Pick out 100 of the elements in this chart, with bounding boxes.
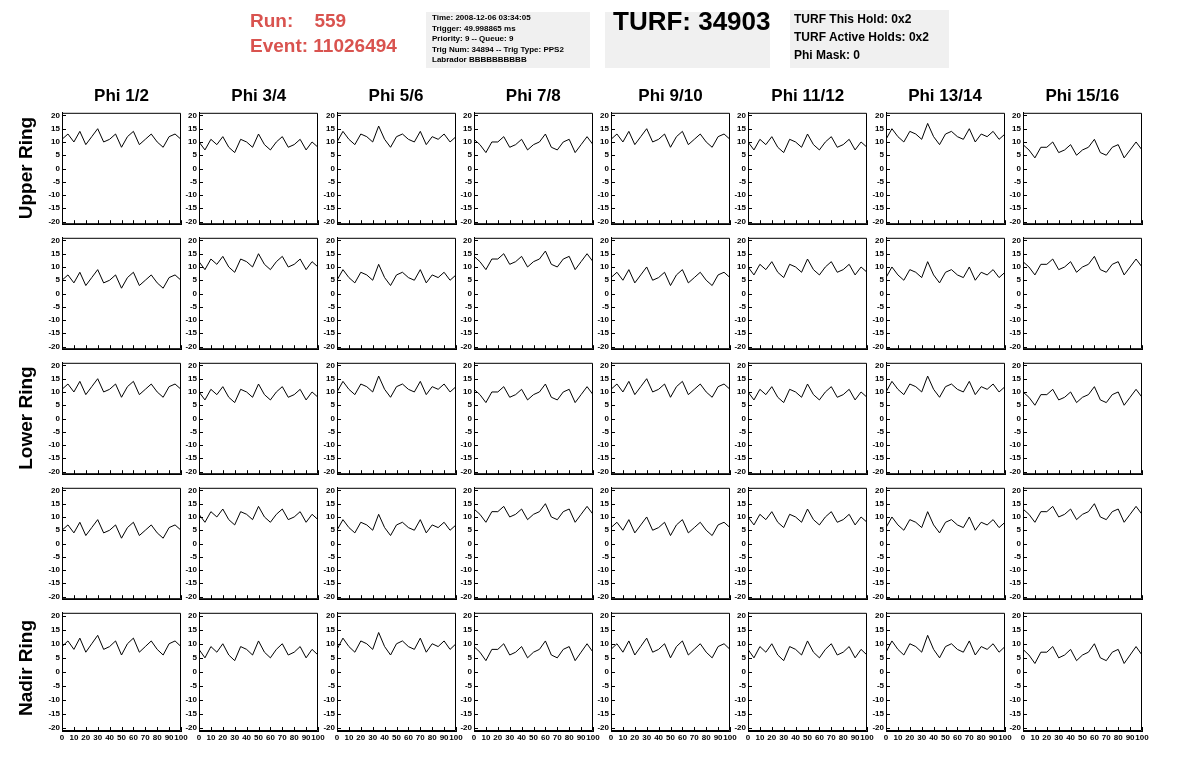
y-tick-label: -20 (871, 216, 885, 226)
y-tick-label: -15 (1009, 578, 1022, 588)
y-tick-label: 5 (1016, 400, 1022, 410)
x-tick-label: 50 (803, 733, 813, 742)
y-tick-label: 10 (188, 137, 198, 147)
y-tick-label: -20 (1009, 466, 1022, 476)
y-tick-label: 0 (467, 667, 473, 677)
y-tick-label: 15 (462, 498, 473, 508)
y-tick-label: -10 (597, 440, 610, 450)
y-tick-label: 10 (325, 638, 336, 648)
y-tick-label: -20 (871, 341, 885, 351)
y-tick-label: 0 (55, 667, 61, 677)
y-tick-label: 5 (604, 653, 610, 663)
x-tick-label: 30 (505, 733, 515, 742)
y-tick-label: 10 (874, 262, 885, 272)
y-tick-label: 5 (741, 150, 747, 160)
y-tick-label: -15 (48, 328, 61, 338)
y-tick-label: 0 (55, 413, 61, 423)
y-tick-label: 10 (1011, 512, 1022, 522)
y-tick-label: 15 (1011, 624, 1022, 634)
y-tick-label: -5 (601, 551, 610, 561)
x-tick-label: 100 (174, 733, 189, 742)
y-tick-label: -20 (1009, 216, 1022, 226)
x-tick-label: 80 (564, 733, 574, 742)
y-tick-label: 15 (325, 624, 336, 634)
y-tick-label: -5 (52, 681, 61, 691)
y-tick-label: 0 (1016, 538, 1022, 548)
y-tick-label: 0 (604, 163, 610, 173)
text: Run: 559 (250, 9, 348, 33)
y-tick-label: -5 (876, 681, 885, 691)
y-tick-label: 15 (737, 498, 747, 508)
x-tick-label: 10 (206, 733, 217, 742)
y-tick-label: 5 (330, 525, 336, 535)
x-tick-label: 50 (666, 733, 676, 742)
y-tick-label: -10 (460, 695, 473, 705)
y-tick-label: 20 (188, 610, 198, 620)
x-tick-label: 50 (391, 733, 401, 742)
y-tick-label: -20 (48, 591, 61, 601)
y-tick-label: 15 (51, 248, 61, 258)
y-tick-label: -20 (322, 466, 336, 476)
chart-title: Phi 7/8 (504, 86, 562, 106)
y-tick-label: -15 (597, 453, 610, 463)
x-tick-label: 90 (1125, 733, 1135, 742)
text: Phi Mask: 0 (793, 47, 862, 64)
y-tick-label: 15 (737, 123, 747, 133)
y-tick-label: -10 (322, 565, 336, 575)
x-tick-label: 20 (355, 733, 366, 742)
y-tick-label: 15 (600, 498, 610, 508)
y-tick-label: 20 (600, 360, 610, 370)
y-tick-label: 15 (188, 123, 198, 133)
y-tick-label: -20 (322, 341, 336, 351)
y-tick-label: -10 (322, 315, 336, 325)
x-tick-label: 10 (343, 733, 354, 742)
y-tick-label: -15 (734, 203, 747, 213)
y-tick-label: 15 (188, 373, 198, 383)
y-tick-label: 5 (330, 653, 336, 663)
y-tick-label: -5 (327, 176, 336, 186)
y-tick-label: 5 (55, 275, 61, 285)
x-tick-label: 20 (1042, 733, 1052, 742)
x-tick-label: 100 (860, 733, 875, 742)
y-tick-label: 5 (741, 275, 747, 285)
y-tick-label: 15 (188, 248, 198, 258)
y-tick-label: -15 (460, 453, 473, 463)
y-tick-label: 5 (192, 653, 198, 663)
x-tick-label: 70 (415, 733, 425, 742)
x-tick-label: 30 (230, 733, 240, 742)
y-tick-label: 5 (55, 400, 61, 410)
x-tick-label: 20 (493, 733, 503, 742)
y-tick-label: 0 (879, 538, 885, 548)
x-tick-label: 30 (779, 733, 789, 742)
y-tick-label: -5 (739, 426, 747, 436)
y-tick-label: 20 (325, 235, 336, 245)
y-tick-label: -10 (597, 190, 610, 200)
y-tick-label: 10 (462, 512, 473, 522)
y-tick-label: 0 (741, 667, 747, 677)
y-tick-label: 20 (325, 610, 336, 620)
x-tick-label: 70 (278, 733, 288, 742)
y-tick-label: -15 (48, 578, 61, 588)
y-tick-label: -5 (739, 551, 747, 561)
y-tick-label: -10 (460, 440, 473, 450)
y-tick-label: -15 (734, 328, 747, 338)
y-tick-label: -5 (1013, 176, 1022, 186)
x-tick-label: 10 (755, 733, 766, 742)
y-tick-label: -5 (190, 176, 198, 186)
y-tick-label: 0 (192, 538, 198, 548)
y-tick-label: 10 (325, 512, 336, 522)
y-tick-label: -20 (597, 216, 610, 226)
y-tick-label: 10 (874, 638, 885, 648)
y-tick-label: 15 (1011, 248, 1022, 258)
y-tick-label: 10 (600, 638, 610, 648)
y-tick-label: 5 (1016, 150, 1022, 160)
y-tick-label: -15 (460, 578, 473, 588)
y-tick-label: -10 (597, 315, 610, 325)
y-tick-label: -5 (876, 176, 885, 186)
y-tick-label: 20 (462, 235, 473, 245)
y-tick-label: -15 (322, 578, 336, 588)
y-tick-label: -20 (322, 591, 336, 601)
y-tick-label: -5 (464, 681, 473, 691)
y-tick-label: 5 (879, 400, 885, 410)
y-tick-label: 10 (462, 262, 473, 272)
